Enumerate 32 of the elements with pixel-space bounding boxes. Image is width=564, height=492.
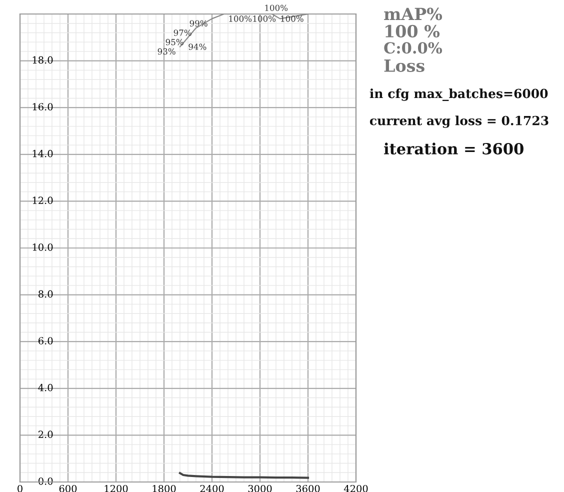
y-tick-label: 10.0 (32, 243, 53, 251)
text: 100 % (386, 24, 440, 38)
data-label: 100% (253, 16, 276, 22)
data-label: 93% (158, 48, 176, 55)
data-label: 97% (174, 30, 192, 36)
y-tick-label: 8.0 (38, 290, 53, 298)
y-tick-label: 4.0 (38, 384, 53, 392)
x-tick-label: 2400 (200, 484, 224, 492)
y-tick-label: 14.0 (32, 150, 53, 158)
y-tick-label: 12.0 (32, 196, 53, 204)
y-tick-label: 18.0 (32, 56, 53, 64)
y-tick-label: 16.0 (32, 103, 53, 110)
x-tick-label: 1200 (104, 484, 128, 492)
data-label: 100% (281, 16, 304, 22)
x-tick-label: 0 (18, 484, 22, 492)
x-tick-label: 1800 (152, 484, 176, 492)
data-label: 100% (229, 16, 252, 22)
text: current avg loss = 0.1723 (370, 116, 548, 128)
text: iteration = 3600 (384, 142, 524, 155)
text: in cfg max_batches=6000 (370, 88, 548, 102)
data-label: 94% (188, 44, 206, 50)
x-tick-label: 4200 (344, 484, 368, 492)
y-tick-label: 2.0 (38, 430, 53, 438)
x-tick-label: 3000 (248, 484, 272, 492)
y-tick-label: 6.0 (38, 337, 53, 344)
text: mAP% (384, 8, 442, 20)
x-tick-label: 600 (59, 484, 77, 492)
text: C:0.0% (384, 42, 442, 54)
x-tick-label: 3600 (296, 484, 320, 492)
data-label: 100% (265, 4, 288, 11)
text: Loss (384, 60, 424, 72)
data-label: 95% (166, 38, 184, 46)
